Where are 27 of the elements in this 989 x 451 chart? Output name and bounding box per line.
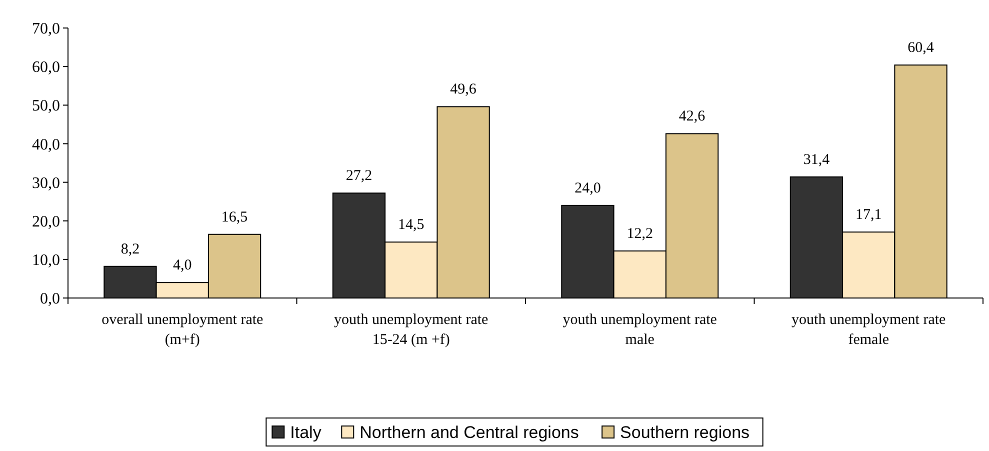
- data-label: 17,1: [856, 207, 882, 224]
- data-label: 42,6: [678, 108, 706, 125]
- data-label: 14,5: [398, 217, 424, 234]
- data-label: 27,2: [346, 168, 372, 184]
- y-tick-label: 70,0: [32, 20, 60, 38]
- data-label: 16,5: [221, 209, 248, 226]
- y-tick-label: 40,0: [32, 136, 60, 154]
- x-tick-label: youth unemployment rate female: [792, 312, 946, 348]
- y-tick-label: 60,0: [32, 59, 60, 76]
- data-label: 60,4: [908, 40, 934, 56]
- data-label: 49,6: [450, 82, 477, 98]
- y-tick-label: 0,0: [40, 290, 60, 308]
- data-label: 12,2: [626, 226, 653, 242]
- legend-label: Southern regions: [620, 423, 750, 442]
- legend-label: Italy: [290, 423, 322, 442]
- x-tick-label: youth unemployment rate male: [562, 312, 718, 348]
- y-tick-label: 30,0: [32, 174, 60, 192]
- data-label: 4,0: [173, 258, 192, 274]
- y-tick-label: 50,0: [32, 98, 60, 115]
- data-label: 31,4: [803, 152, 830, 168]
- y-tick-label: 10,0: [32, 252, 60, 270]
- data-label: 8,2: [120, 241, 140, 258]
- x-tick-label: overall unemployment rate (m+f): [102, 312, 264, 348]
- data-label: 24,0: [574, 180, 601, 196]
- y-tick-label: 20,0: [32, 213, 60, 230]
- legend-label: Northern and Central regions: [360, 423, 579, 442]
- x-tick-label: youth unemployment rate 15-24 (m +f): [334, 312, 489, 348]
